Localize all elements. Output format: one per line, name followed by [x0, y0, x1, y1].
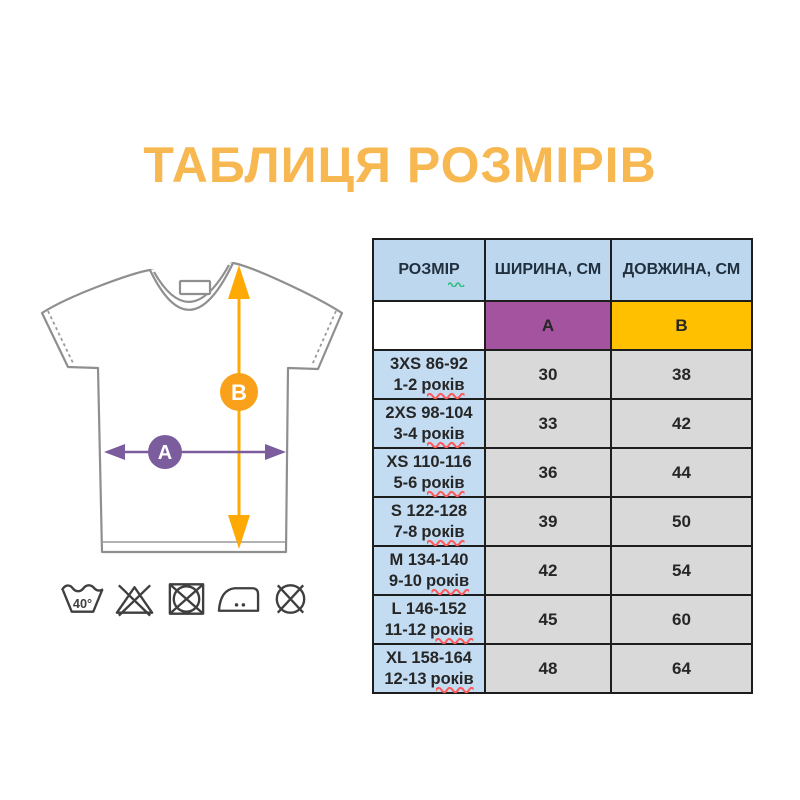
table-row: M 134-140 9-10 років 42 54	[372, 545, 753, 596]
age-years: 12-13	[384, 669, 427, 688]
width-arrow	[104, 444, 286, 460]
size-label: 2XS 98-104	[385, 403, 473, 422]
length-value-cell: 50	[610, 496, 753, 547]
table-row: 3XS 86-92 1-2 років 30 38	[372, 349, 753, 400]
wash-40-icon: 40°	[60, 584, 104, 613]
left-sleeve-stitch	[47, 310, 74, 364]
age-years: 3-4	[393, 424, 418, 443]
age-unit: років	[421, 424, 465, 443]
measure-key-row: A B	[372, 300, 753, 351]
age-unit: років	[425, 571, 470, 590]
page-title: ТАБЛИЦЯ РОЗМІРІВ	[143, 137, 657, 193]
blank-cell	[372, 300, 486, 351]
age-unit: років	[421, 375, 465, 394]
age-years: 1-2	[393, 375, 418, 394]
collar-tag	[178, 279, 212, 296]
width-value-cell: 48	[484, 643, 612, 694]
tshirt-diagram: B A	[40, 261, 344, 554]
age-unit: років	[421, 522, 465, 541]
wash-temp-label: 40°	[73, 596, 92, 611]
age-years: 9-10	[388, 571, 422, 590]
age-label: 12-13 років	[374, 669, 484, 690]
age-label: 1-2 років	[374, 375, 484, 396]
care-symbols: 40°	[60, 580, 313, 618]
length-value-cell: 64	[610, 643, 753, 694]
size-cell: XL 158-164 12-13 років	[372, 643, 486, 694]
size-label: L 146-152	[391, 599, 467, 618]
size-cell: 3XS 86-92 1-2 років	[372, 349, 486, 400]
width-badge	[148, 435, 182, 469]
size-label: XL 158-164	[386, 648, 472, 667]
age-label: 7-8 років	[374, 522, 484, 543]
age-label: 9-10 років	[374, 571, 484, 592]
table-row: S 122-128 7-8 років 39 50	[372, 496, 753, 547]
col-header-size-label: РОЗМІР	[398, 261, 460, 278]
table-row: 2XS 98-104 3-4 років 33 42	[372, 398, 753, 449]
size-label: M 134-140	[389, 550, 469, 569]
width-value-cell: 39	[484, 496, 612, 547]
size-cell: L 146-152 11-12 років	[372, 594, 486, 645]
size-table: РОЗМІР ШИРИНА, СМ ДОВЖИНА, СМ A B 3XS 86…	[372, 238, 753, 694]
width-label: A	[158, 442, 172, 464]
right-sleeve-stitch	[311, 310, 337, 366]
age-label: 3-4 років	[374, 424, 484, 445]
length-label: B	[231, 380, 247, 405]
width-value-cell: 45	[484, 594, 612, 645]
col-header-length: ДОВЖИНА, СМ	[610, 238, 753, 302]
spellcheck-squiggle-icon	[448, 282, 465, 287]
collar-inner	[153, 264, 230, 303]
age-years: 5-6	[393, 473, 418, 492]
length-value-cell: 60	[610, 594, 753, 645]
length-value-cell: 38	[610, 349, 753, 400]
size-label: XS 110-116	[386, 452, 472, 471]
width-key-cell: A	[484, 300, 612, 351]
size-cell: 2XS 98-104 3-4 років	[372, 398, 486, 449]
age-unit: років	[421, 473, 465, 492]
size-cell: M 134-140 9-10 років	[372, 545, 486, 596]
width-value-cell: 42	[484, 545, 612, 596]
do-not-tumble-dry-icon	[168, 583, 205, 615]
do-not-dry-clean-icon	[275, 584, 306, 614]
col-header-width: ШИРИНА, СМ	[484, 238, 612, 302]
width-value-cell: 36	[484, 447, 612, 498]
table-row: L 146-152 11-12 років 45 60	[372, 594, 753, 645]
size-label: S 122-128	[390, 501, 468, 520]
age-years: 7-8	[393, 522, 418, 541]
size-cell: XS 110-116 5-6 років	[372, 447, 486, 498]
age-unit: років	[430, 620, 474, 639]
width-value-cell: 33	[484, 398, 612, 449]
length-key-cell: B	[610, 300, 753, 351]
age-label: 11-12 років	[374, 620, 484, 641]
do-not-bleach-icon	[115, 584, 154, 617]
table-row: XS 110-116 5-6 років 36 44	[372, 447, 753, 498]
col-header-size: РОЗМІР	[372, 238, 486, 302]
width-value-cell: 30	[484, 349, 612, 400]
table-header-row: РОЗМІР ШИРИНА, СМ ДОВЖИНА, СМ	[372, 238, 753, 302]
length-badge	[220, 373, 258, 411]
size-label: 3XS 86-92	[390, 354, 468, 373]
length-value-cell: 42	[610, 398, 753, 449]
age-label: 5-6 років	[374, 473, 484, 494]
table-row: XL 158-164 12-13 років 48 64	[372, 643, 753, 694]
size-cell: S 122-128 7-8 років	[372, 496, 486, 547]
length-value-cell: 54	[610, 545, 753, 596]
iron-medium-icon	[217, 587, 260, 612]
age-unit: років	[430, 669, 474, 688]
age-years: 11-12	[384, 620, 427, 639]
length-value-cell: 44	[610, 447, 753, 498]
